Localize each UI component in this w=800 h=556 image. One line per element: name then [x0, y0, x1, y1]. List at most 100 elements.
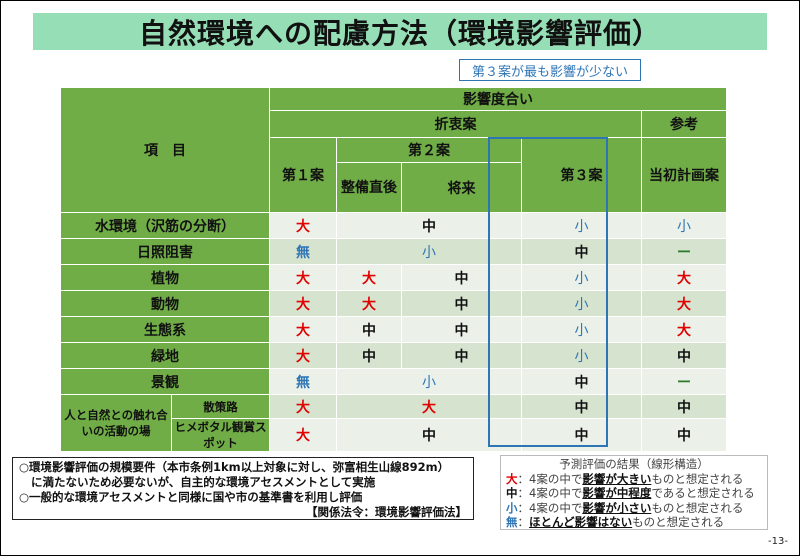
cell-plan1: 大 [269, 418, 337, 452]
legend-post: であると想定される [651, 486, 755, 500]
cell-initial-plan: 中 [641, 342, 727, 369]
cell-plan1: 大 [269, 342, 337, 369]
callout-box: 第３案が最も影響が少ない [459, 59, 641, 81]
cell-plan2-future: 中 [401, 264, 522, 291]
header-plan1: 第１案 [269, 137, 337, 213]
header-plan2: 第２案 [336, 137, 522, 163]
cell-initial-plan: 大 [641, 264, 727, 291]
legend-post: ものと想定される [651, 500, 744, 515]
note-line: ○環境影響評価の規模要件（本市条例1km以上対象に対し、弥富相生山線892m） [19, 460, 450, 474]
legend-key: 無 [506, 515, 518, 529]
cell-plan2-immediate: 大 [336, 290, 402, 317]
cell-plan3: 中 [521, 418, 642, 452]
legend-item: 小：4案の中で影響が小さいものと想定される [506, 501, 762, 516]
legend-box: 予測評価の結果（線形構造） 大：4案の中で影響が大きいものと想定される 中：4案の… [500, 455, 768, 530]
table-row: 景観無小中ー [60, 368, 727, 395]
legend-item: 大：4案の中で影響が大きいものと想定される [506, 472, 762, 487]
row-label: 散策路 [171, 394, 270, 419]
cell-initial-plan: ー [641, 368, 727, 395]
header-reference: 参考 [641, 110, 727, 138]
note-law: 【関係法令：環境影響評価法】 [306, 505, 467, 519]
legend-pre: ：4案の中で [517, 471, 583, 486]
row-label: ヒメボタル観賞スポット [171, 418, 270, 452]
cell-plan2: 中 [336, 418, 522, 452]
cell-plan2-future: 中 [401, 316, 522, 343]
cell-plan2-future: 中 [401, 342, 522, 369]
row-label: 日照阻害 [60, 238, 270, 265]
cell-plan1: 大 [269, 264, 337, 291]
table-row: 日照阻害無小中ー [60, 238, 727, 265]
header-compromise: 折衷案 [269, 110, 642, 138]
cell-plan1: 大 [269, 394, 337, 419]
cell-initial-plan: 中 [641, 418, 727, 452]
table-row: 人と自然との触れ合いの活動の場 散策路大大中中 [60, 394, 727, 452]
cell-initial-plan: ー [641, 238, 727, 265]
cell-initial-plan: 中 [641, 394, 727, 419]
cell-plan3: 小 [521, 342, 642, 369]
cell-initial-plan: 大 [641, 316, 727, 343]
page-title: 自然環境への配慮方法（環境影響評価） [138, 16, 661, 50]
row-label: 動物 [60, 290, 270, 317]
title-bar: 自然環境への配慮方法（環境影響評価） [33, 13, 767, 50]
cell-plan1: 無 [269, 368, 337, 395]
note-line: ○一般的な環境アセスメントと同様に国や市の基準書を利用し評価 [19, 490, 363, 504]
legend-pre: ：4案の中で [517, 500, 583, 515]
header-plan2-immediate: 整備直後 [336, 162, 402, 213]
header-plan3: 第３案 [521, 137, 642, 213]
cell-plan3: 小 [521, 264, 642, 291]
cell-plan2: 小 [336, 238, 522, 265]
legend-post: ものと想定される [651, 471, 744, 486]
cell-plan2-immediate: 中 [336, 342, 402, 369]
table-row: 生態系大中中小大 [60, 316, 727, 343]
legend-emphasis: 影響が中程度 [582, 486, 652, 500]
header-impact: 影響度合い [269, 87, 727, 111]
row-label: 生態系 [60, 316, 270, 343]
row-label: 緑地 [60, 342, 270, 369]
cell-initial-plan: 大 [641, 290, 727, 317]
header-item: 項 目 [60, 87, 270, 213]
row-label: 植物 [60, 264, 270, 291]
note-line: に満たないため必要ないが、自主的な環境アセスメントとして実施 [31, 475, 376, 489]
legend-title: 予測評価の結果（線形構造） [559, 457, 709, 471]
cell-plan3: 小 [521, 212, 642, 239]
cell-plan2: 大 [336, 394, 522, 419]
cell-plan1: 大 [269, 212, 337, 239]
cell-plan1: 大 [269, 290, 337, 317]
cell-plan2: 中 [336, 212, 522, 239]
note-box: ○環境影響評価の規模要件（本市条例1km以上対象に対し、弥富相生山線892m） … [12, 457, 474, 520]
legend-key: 大 [506, 471, 518, 486]
legend-post: ものと想定される [632, 515, 725, 529]
cell-plan1: 大 [269, 316, 337, 343]
header-plan2-future: 将来 [401, 162, 522, 213]
group-label: 人と自然との触れ合いの活動の場 [60, 394, 172, 452]
legend-pre: ：4案の中で [517, 486, 583, 500]
row-label: 景観 [60, 368, 270, 395]
cell-plan3: 中 [521, 238, 642, 265]
cell-plan2: 小 [336, 368, 522, 395]
table-row: 水環境（沢筋の分断）大中小小 [60, 212, 727, 239]
table-row: 動物大大中小大 [60, 290, 727, 317]
cell-plan3: 中 [521, 394, 642, 419]
legend-item: 中：4案の中で影響が中程度であると想定される [506, 486, 762, 501]
table-row: 植物大大中小大 [60, 264, 727, 291]
page-number: -13- [768, 536, 788, 547]
legend-key: 中 [506, 486, 518, 500]
cell-plan3: 小 [521, 290, 642, 317]
impact-table: 項 目 影響度合い 折衷案 参考 第１案 第２案 第３案 当初計画案 整備直後 … [60, 87, 727, 452]
cell-plan3: 小 [521, 316, 642, 343]
legend-emphasis: 影響が小さい [582, 500, 652, 515]
legend-item: 無：ほとんど影響はないものと想定される [506, 515, 762, 530]
cell-plan3: 中 [521, 368, 642, 395]
legend-pre: ： [517, 515, 530, 529]
legend-emphasis: ほとんど影響はない [529, 515, 633, 529]
legend-key: 小 [506, 500, 518, 515]
table-row: 緑地大中中小中 [60, 342, 727, 369]
row-label: 水環境（沢筋の分断） [60, 212, 270, 239]
cell-plan1: 無 [269, 238, 337, 265]
cell-plan2-immediate: 大 [336, 264, 402, 291]
cell-plan2-immediate: 中 [336, 316, 402, 343]
cell-plan2-future: 中 [401, 290, 522, 317]
legend-emphasis: 影響が大きい [582, 471, 652, 486]
table-row: ヒメボタル観賞スポット大中中中 [61, 418, 727, 452]
cell-initial-plan: 小 [641, 212, 727, 239]
